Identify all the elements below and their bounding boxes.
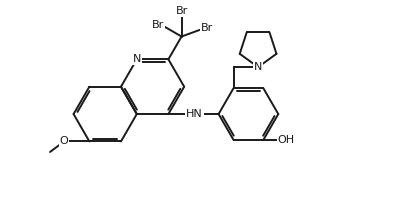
Text: HN: HN bbox=[186, 109, 203, 119]
Text: Br: Br bbox=[175, 6, 188, 16]
Text: O: O bbox=[60, 136, 68, 146]
Text: Br: Br bbox=[201, 23, 214, 33]
Text: OH: OH bbox=[278, 135, 295, 145]
Text: N: N bbox=[133, 54, 141, 64]
Text: Br: Br bbox=[152, 20, 164, 30]
Text: N: N bbox=[254, 62, 262, 72]
